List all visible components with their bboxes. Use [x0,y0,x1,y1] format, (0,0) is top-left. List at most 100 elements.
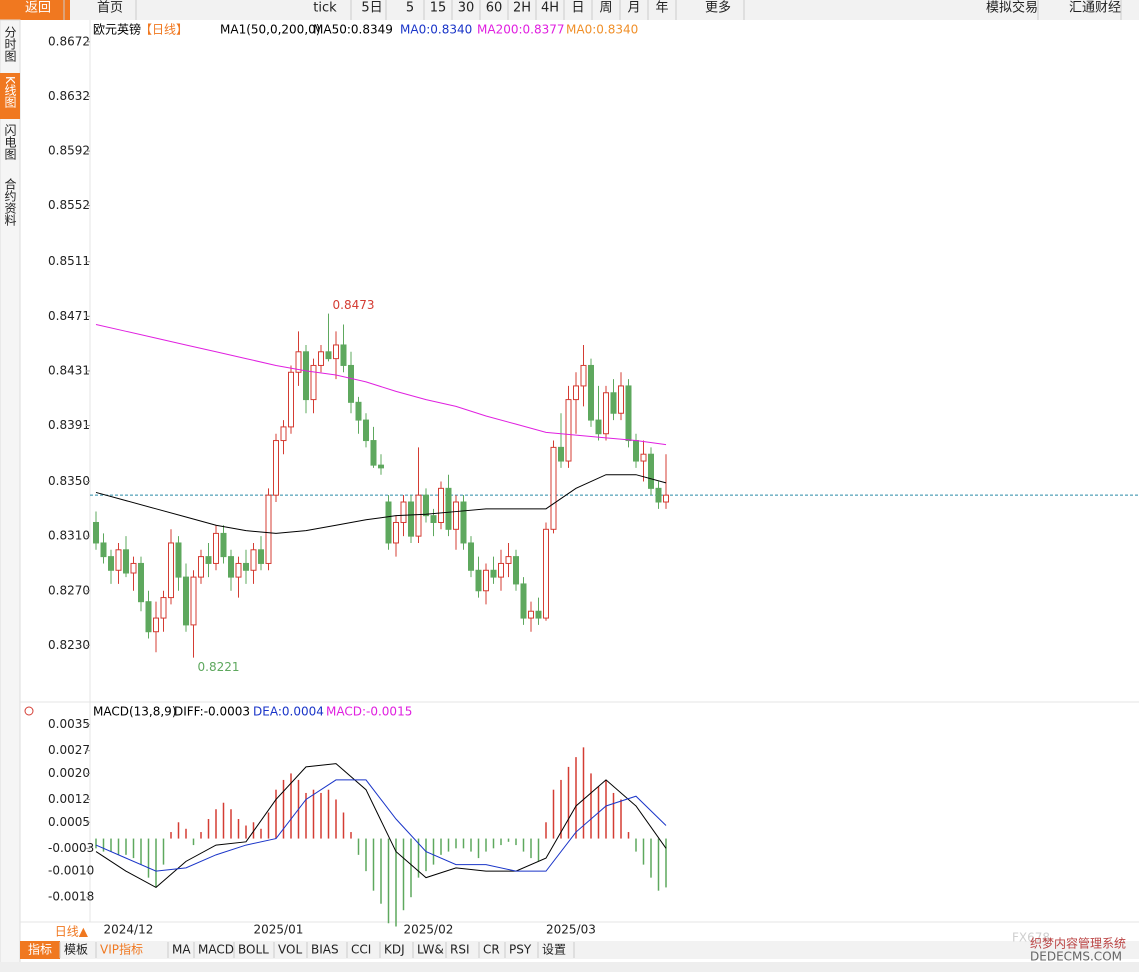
toolbar-button[interactable]: 年 [655,1,668,16]
indicator-tab[interactable]: 指标 [28,942,52,957]
y-tick-label: 0.8632 [48,89,90,103]
toolbar [0,0,1139,20]
toolbar-button[interactable]: 月 [627,1,640,16]
candle-body [640,453,647,462]
watermark-line1: 织梦内容管理系统 [1030,936,1126,951]
toolbar-button[interactable]: 60 [486,1,503,16]
candle-body [333,344,339,360]
candle-body [543,528,549,619]
candle-body [663,494,669,503]
y-tick-label: 0.8391 [48,418,90,432]
indicator-tab[interactable]: CR [483,943,500,957]
candle-body [633,440,639,462]
toolbar-button[interactable]: 2H [513,1,531,16]
toolbar-button[interactable]: 5 [406,1,414,16]
candle-body [565,399,572,462]
candle-body [430,515,437,523]
candle-body [160,597,167,619]
toolbar-button[interactable]: 周 [599,1,612,16]
y-tick-label: -0.0018 [48,890,94,904]
sidebar-tab[interactable]: 合约资料 [3,177,17,226]
y-tick-label: 0.0035 [48,717,90,731]
toolbar-button[interactable]: 模拟交易 [986,0,1038,16]
indicator-tab[interactable]: VIP指标 [100,942,143,957]
toolbar-button[interactable]: 4H [541,1,559,16]
legend-item: MACD:-0.0015 [326,705,412,719]
indicator-tab[interactable]: 设置 [542,943,566,957]
indicator-tab[interactable]: BOLL [238,943,269,957]
indicator-tab[interactable]: KDJ [384,943,405,957]
toolbar-button[interactable]: 5日 [361,1,382,16]
indicator-tab[interactable]: VOL [278,943,302,957]
candle-body [595,419,602,435]
toolbar-button[interactable]: 首页 [97,1,123,16]
x-tick-label: 2025/01 [254,923,304,937]
sidebar-tab[interactable]: 闪电图 [3,124,17,160]
watermark-logo: FX678 [1012,931,1050,945]
bottom-bar [20,941,1139,959]
indicator-tab[interactable]: MA [172,943,191,957]
y-tick-label: 0.8672 [48,34,90,48]
candle-body [528,610,534,619]
low-annotation: 0.8221 [198,660,240,674]
y-tick-label: 0.8230 [48,638,90,652]
tab-active [20,941,60,959]
candle-body [205,556,212,564]
indicator-line [95,323,667,446]
candle-body [370,440,377,466]
toolbar-button[interactable]: tick [313,1,337,16]
y-tick-label: 0.8471 [48,309,90,323]
indicator-icon[interactable] [24,706,34,716]
indicator-label: MA1(50,0,200,0) [220,23,320,37]
candle-body [573,385,579,401]
y-tick-label: 0.8270 [48,583,90,597]
candle-body [273,440,279,496]
toolbar-button[interactable]: 15 [430,1,447,16]
candle-body [213,532,219,564]
indicator-tab[interactable]: 模板 [64,943,88,957]
indicator-line [95,779,667,872]
chart-title: 欧元英镑 [93,22,141,37]
toolbar-button[interactable]: 更多 [705,0,731,16]
indicator-tab[interactable]: CCI [351,943,371,957]
period-label: 【日线】 [140,23,188,37]
candle-body [445,487,452,530]
candle-body [288,371,294,428]
candle-body [385,501,392,544]
indicator-tab[interactable]: PSY [509,943,532,957]
candle-body [175,542,182,578]
indicator-tab[interactable]: RSI [450,943,470,957]
candle-body [400,501,407,523]
indicator-tab[interactable]: LW& [417,943,444,957]
candle-body [610,392,617,414]
candle-body [535,610,542,619]
candle-body [378,464,384,469]
candle-body [228,556,234,578]
sidebar-tab[interactable]: K线图 [3,76,17,108]
sidebar-tab[interactable]: 分时图 [3,26,17,62]
candle-body [93,521,99,544]
candle-body [603,392,609,435]
candle-body [505,556,512,564]
candle-body [453,501,459,530]
indicator-tab[interactable]: BIAS [311,943,339,957]
watermark-line2: DEDECMS.COM [1030,950,1122,964]
candle-body [415,494,422,537]
period-selector[interactable]: 日线▲ [55,925,89,939]
candle-body [475,569,482,592]
back-button[interactable] [0,0,70,20]
candle-body [490,569,497,578]
toolbar-button[interactable]: 日 [571,1,584,16]
sidebar [0,19,21,971]
candle-body [310,364,317,401]
toolbar-button[interactable]: 30 [458,1,475,16]
sidebar-active [0,73,20,119]
toolbar-button[interactable]: 汇通财经 [1069,1,1121,16]
candle-body [408,501,414,537]
legend-item: MA50:0.8349 [313,23,393,37]
indicator-tab[interactable]: MACD [198,943,234,957]
candle-body [558,446,564,462]
toolbar-button[interactable]: 返回 [25,1,51,16]
macd-title: MACD(13,8,9) [93,705,177,719]
candle-body [648,453,654,489]
